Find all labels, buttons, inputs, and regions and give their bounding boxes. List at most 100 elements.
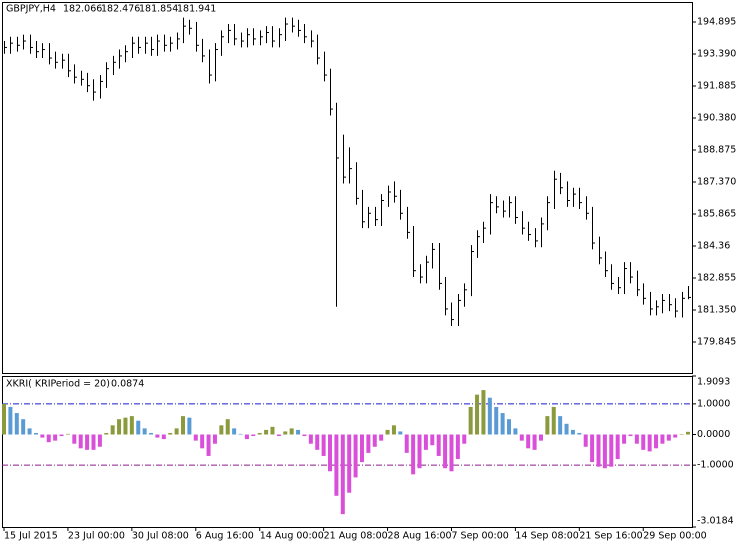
histogram-bar — [110, 425, 115, 435]
histogram-bar — [117, 419, 122, 435]
y-tick-label: 184.36 — [697, 241, 730, 252]
histogram-bar — [193, 434, 198, 441]
histogram-bar — [519, 434, 524, 441]
histogram-bar — [686, 431, 690, 435]
y-tick-label: 194.895 — [697, 17, 736, 28]
histogram-bar — [526, 434, 531, 449]
histogram-bar — [679, 434, 684, 436]
open-label: 182.066 — [63, 4, 102, 15]
histogram-bar — [142, 428, 147, 435]
histogram-bar — [615, 434, 620, 460]
histogram-bar — [315, 434, 320, 450]
histogram-bar — [558, 416, 563, 435]
histogram-bar — [136, 420, 141, 435]
symbol-label: GBPJPY,H4 — [6, 4, 56, 15]
histogram-bar — [654, 434, 659, 449]
histogram-bar — [641, 434, 646, 450]
histogram-bar — [46, 434, 51, 443]
histogram-bar — [168, 432, 173, 435]
low-label: 181.854 — [139, 4, 178, 15]
indicator-label: XKRI( KRIPeriod = 20) — [6, 379, 110, 390]
x-tick-label: 7 Sep 00:00 — [451, 531, 508, 542]
histogram-bar — [340, 434, 345, 515]
histogram-bar — [232, 428, 237, 435]
indicator-value: 0.0874 — [111, 379, 144, 390]
histogram-bar — [296, 429, 301, 435]
histogram-bar — [225, 419, 230, 435]
histogram-bar — [302, 434, 307, 437]
y-tick-label: 0.0000 — [697, 429, 730, 440]
histogram-bar — [545, 416, 550, 435]
histogram-bar — [430, 434, 435, 446]
y-tick-label: 188.875 — [697, 145, 736, 156]
histogram-bar — [372, 434, 377, 447]
histogram-bar — [187, 417, 192, 435]
histogram-bar — [481, 390, 486, 435]
y-tick-label: 1.0000 — [697, 398, 730, 409]
histogram-bar — [634, 434, 639, 444]
histogram-bar — [212, 434, 217, 444]
histogram-bar — [53, 434, 58, 441]
histogram-bar — [283, 431, 288, 435]
histogram-bar — [353, 434, 358, 478]
y-tick-label: 1.9093 — [697, 377, 730, 388]
histogram-bar — [462, 434, 467, 444]
histogram-bar — [14, 413, 19, 435]
close-label: 181.941 — [177, 4, 216, 15]
price-panel — [2, 2, 693, 374]
histogram-bar — [308, 434, 313, 444]
histogram-bar — [577, 432, 582, 435]
histogram-bar — [423, 434, 428, 450]
histogram-bar — [628, 434, 633, 437]
histogram-bar — [334, 434, 339, 496]
histogram-bar — [379, 434, 384, 441]
histogram-bar — [660, 434, 665, 444]
x-tick-label: 30 Jul 08:00 — [132, 531, 189, 542]
histogram-bar — [8, 406, 13, 435]
histogram-bar — [219, 425, 224, 435]
histogram-bar — [264, 429, 269, 435]
histogram-bar — [609, 434, 614, 467]
y-tick-label: 185.865 — [697, 209, 736, 220]
histogram-bar — [174, 428, 179, 435]
x-tick-label: 21 Aug 08:00 — [324, 531, 388, 542]
histogram-bar — [507, 419, 512, 435]
y-tick-label: 182.855 — [697, 273, 736, 284]
y-tick-label: 191.885 — [697, 81, 736, 92]
histogram-bar — [455, 434, 460, 460]
histogram-bar — [40, 434, 45, 438]
histogram-bar — [411, 434, 416, 475]
histogram-bar — [328, 434, 333, 472]
histogram-bar — [449, 434, 454, 472]
high-label: 182.476 — [101, 4, 140, 15]
histogram-bar — [538, 434, 543, 441]
histogram-bar — [257, 432, 262, 435]
histogram-bar — [2, 403, 6, 435]
histogram-bar — [33, 432, 38, 435]
histogram-bar — [238, 433, 243, 435]
x-tick-label: 23 Jul 00:00 — [68, 531, 125, 542]
histogram-bar — [206, 434, 211, 456]
histogram-bar — [590, 434, 595, 463]
histogram-bar — [404, 434, 409, 453]
y-tick-label: -3.0184 — [697, 516, 734, 527]
x-tick-label: 28 Aug 16:00 — [388, 531, 452, 542]
x-tick-label: 15 Jul 2015 — [4, 531, 58, 542]
histogram-bar — [417, 434, 422, 469]
x-tick-label: 14 Aug 00:00 — [260, 531, 324, 542]
y-tick-label: 181.350 — [697, 305, 736, 316]
histogram-bar — [513, 428, 518, 435]
x-tick-label: 6 Aug 16:00 — [196, 531, 254, 542]
histogram-bar — [570, 429, 575, 435]
histogram-bar — [21, 419, 26, 435]
y-tick-label: 190.380 — [697, 113, 736, 124]
histogram-bar — [244, 434, 249, 440]
histogram-bar — [583, 434, 588, 447]
histogram-bar — [347, 434, 352, 493]
x-tick-label: 14 Sep 08:00 — [515, 531, 578, 542]
histogram-bar — [270, 426, 275, 435]
y-tick-label: 187.370 — [697, 177, 736, 188]
histogram-bar — [673, 434, 678, 438]
